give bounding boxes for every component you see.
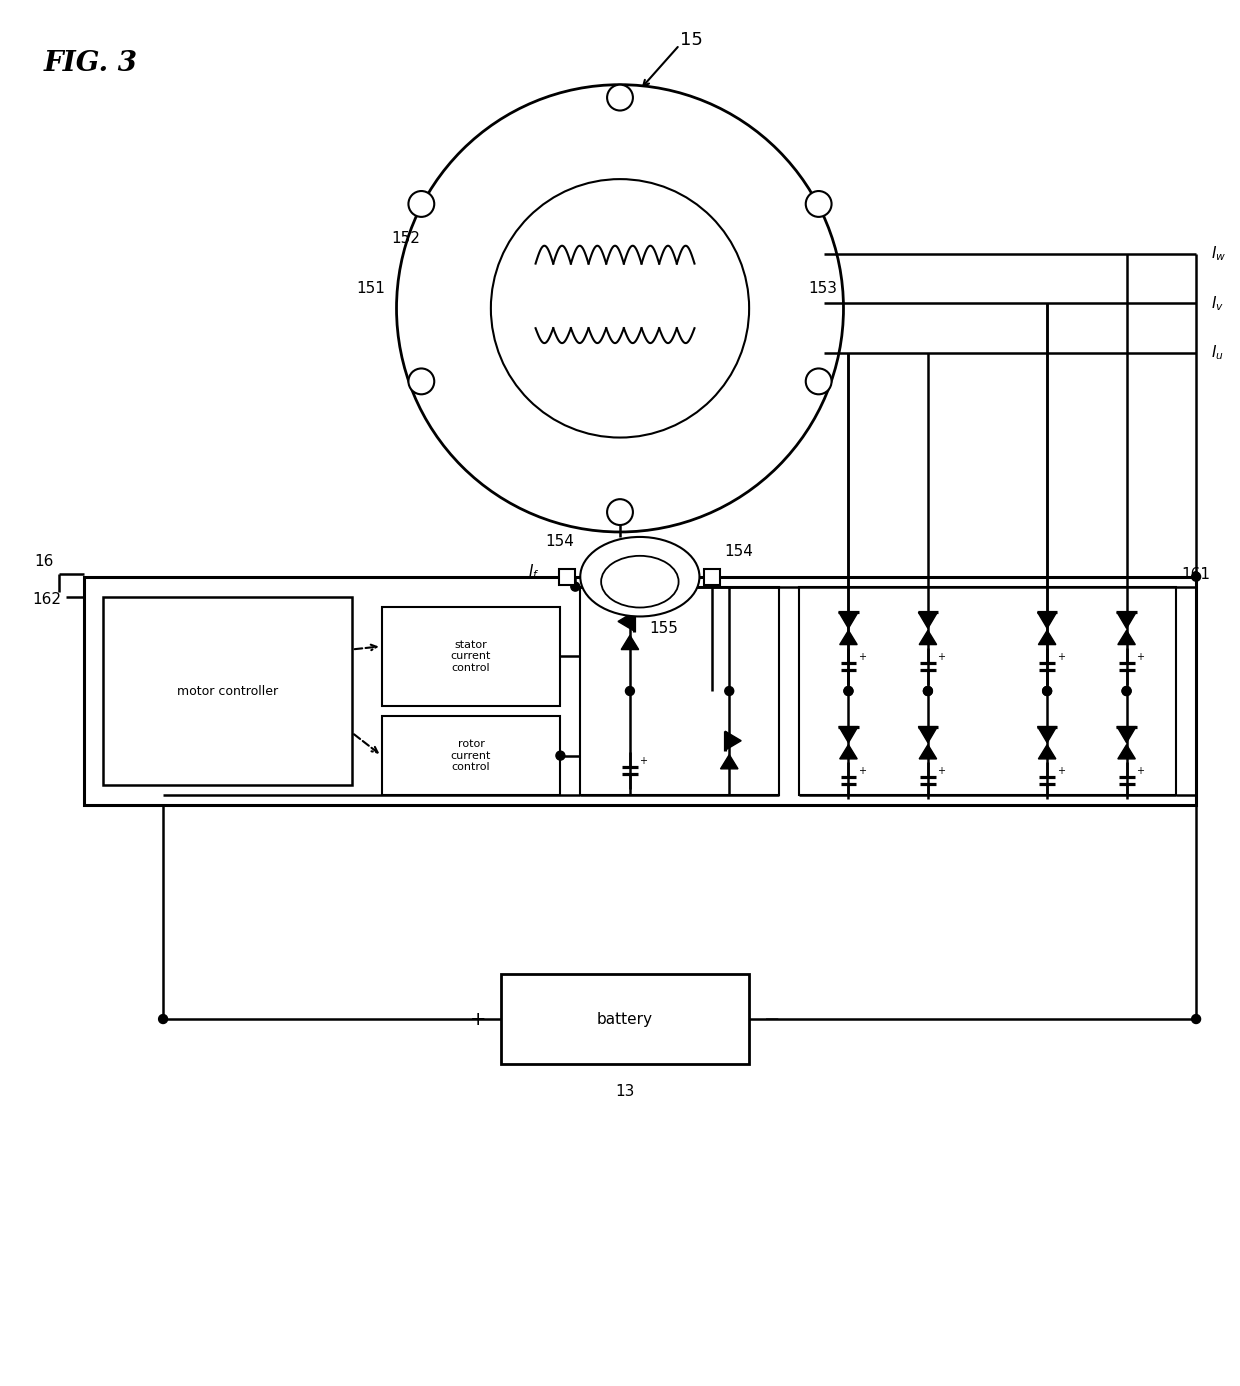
- Ellipse shape: [580, 536, 699, 617]
- Circle shape: [1192, 1015, 1200, 1023]
- Bar: [559, 568, 575, 585]
- Circle shape: [806, 191, 832, 216]
- Bar: [501, 974, 749, 1064]
- Bar: [83, 577, 1197, 805]
- Polygon shape: [839, 613, 858, 628]
- Text: 152: 152: [392, 231, 420, 247]
- Polygon shape: [919, 744, 936, 760]
- Text: 16: 16: [35, 554, 53, 568]
- Polygon shape: [839, 631, 857, 644]
- Circle shape: [924, 686, 932, 696]
- Circle shape: [806, 369, 832, 394]
- Circle shape: [556, 751, 565, 760]
- Polygon shape: [1038, 613, 1056, 628]
- Circle shape: [725, 686, 734, 696]
- Polygon shape: [1038, 744, 1055, 760]
- Circle shape: [608, 85, 632, 111]
- Text: 161: 161: [1182, 567, 1210, 582]
- Text: 13: 13: [615, 1084, 635, 1099]
- Text: 154: 154: [546, 535, 574, 549]
- Circle shape: [1043, 686, 1052, 696]
- Circle shape: [408, 191, 434, 216]
- Bar: [382, 607, 560, 705]
- Polygon shape: [1038, 726, 1056, 743]
- Polygon shape: [919, 613, 937, 628]
- Polygon shape: [1117, 726, 1136, 743]
- Text: battery: battery: [596, 1012, 653, 1027]
- Polygon shape: [1117, 744, 1136, 760]
- Circle shape: [625, 686, 635, 696]
- Text: rotor
current
control: rotor current control: [451, 739, 491, 772]
- Text: 153: 153: [808, 281, 838, 297]
- Polygon shape: [618, 611, 634, 631]
- Circle shape: [844, 686, 853, 696]
- Circle shape: [1122, 686, 1131, 696]
- Circle shape: [408, 369, 434, 394]
- Bar: [382, 715, 560, 796]
- Text: $I_v$: $I_v$: [1211, 294, 1224, 313]
- Text: +: +: [1056, 766, 1065, 776]
- Polygon shape: [621, 635, 639, 650]
- Polygon shape: [720, 754, 738, 769]
- Polygon shape: [725, 732, 742, 750]
- Circle shape: [1043, 686, 1052, 696]
- Text: +: +: [937, 651, 945, 661]
- Text: $I_f$: $I_f$: [528, 563, 539, 581]
- Circle shape: [491, 179, 749, 438]
- Text: +: +: [470, 1009, 486, 1028]
- Polygon shape: [1038, 631, 1055, 644]
- Ellipse shape: [601, 556, 678, 607]
- Polygon shape: [1117, 613, 1136, 628]
- Text: FIG. 3: FIG. 3: [43, 50, 138, 76]
- Circle shape: [608, 499, 632, 525]
- Text: +: +: [858, 766, 866, 776]
- Text: +: +: [858, 651, 866, 661]
- Text: 155: 155: [650, 621, 678, 636]
- Circle shape: [159, 1015, 167, 1023]
- Text: $I_w$: $I_w$: [1211, 244, 1226, 263]
- Polygon shape: [919, 726, 937, 743]
- Bar: [799, 586, 1177, 796]
- Text: +: +: [1056, 651, 1065, 661]
- Text: motor controller: motor controller: [177, 685, 278, 697]
- Circle shape: [844, 686, 853, 696]
- Text: +: +: [1136, 651, 1145, 661]
- Circle shape: [1122, 686, 1131, 696]
- Text: 15: 15: [680, 30, 703, 49]
- Circle shape: [397, 85, 843, 532]
- Polygon shape: [839, 726, 858, 743]
- Bar: [580, 586, 779, 796]
- Polygon shape: [839, 744, 857, 760]
- Circle shape: [924, 686, 932, 696]
- Text: 154: 154: [724, 545, 753, 560]
- Text: +: +: [640, 755, 647, 766]
- Text: +: +: [937, 766, 945, 776]
- Polygon shape: [1117, 631, 1136, 644]
- Text: 162: 162: [32, 592, 62, 607]
- Text: +: +: [1136, 766, 1145, 776]
- Text: $I_u$: $I_u$: [1211, 344, 1224, 362]
- Polygon shape: [919, 631, 936, 644]
- Circle shape: [1192, 572, 1200, 581]
- Text: 151: 151: [357, 281, 386, 297]
- Text: stator
current
control: stator current control: [451, 639, 491, 672]
- Bar: [103, 596, 352, 786]
- Bar: [704, 568, 720, 585]
- Circle shape: [570, 582, 580, 590]
- Text: −: −: [764, 1009, 780, 1028]
